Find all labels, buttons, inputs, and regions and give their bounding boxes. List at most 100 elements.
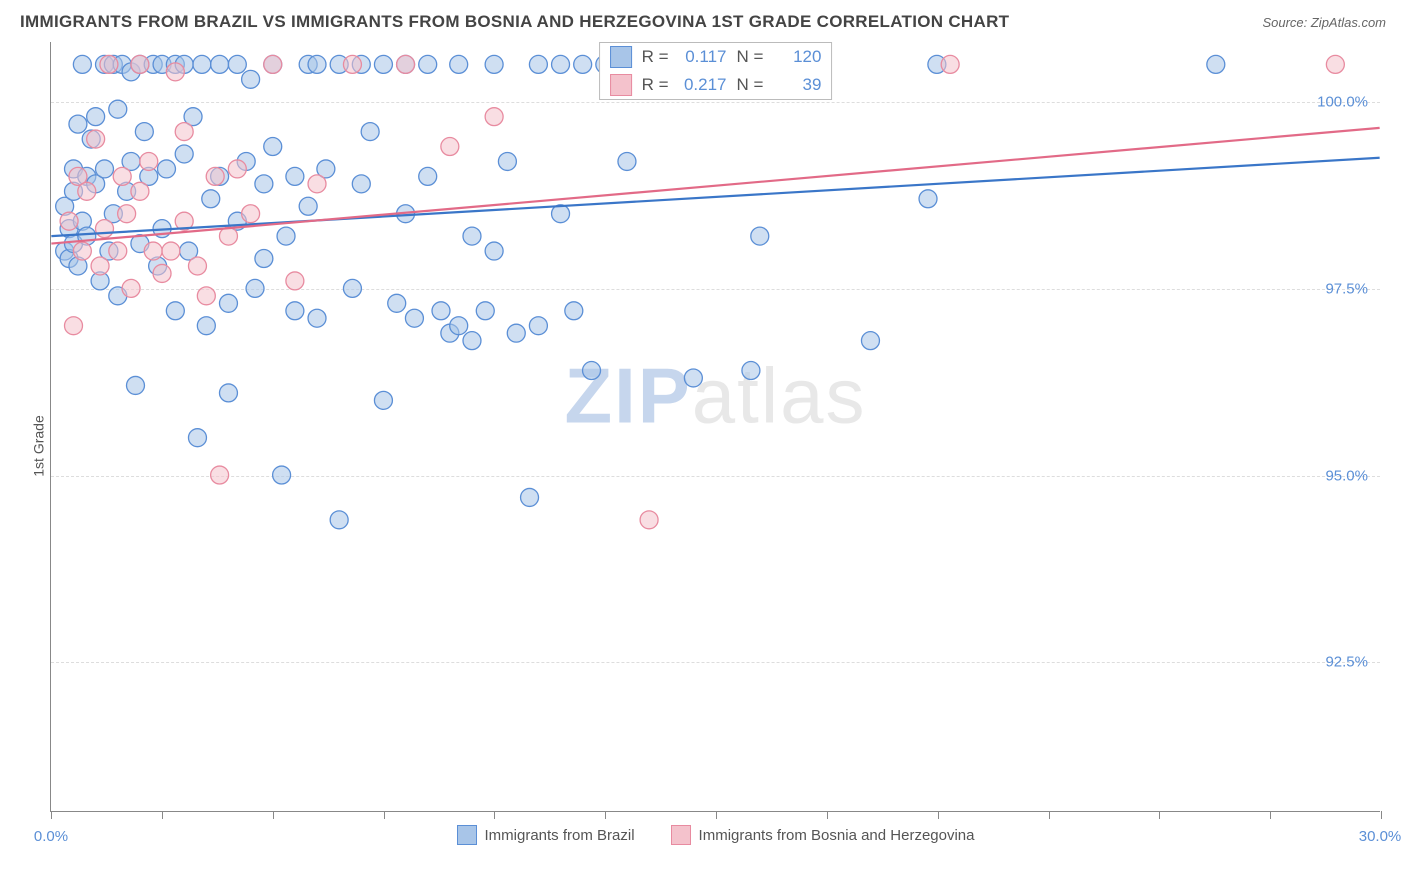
data-point — [255, 175, 273, 193]
data-point — [476, 302, 494, 320]
data-point — [246, 279, 264, 297]
data-point — [242, 70, 260, 88]
stats-r-label-2: R = — [642, 75, 669, 95]
stats-n-value-bosnia: 39 — [773, 75, 821, 95]
data-point — [166, 63, 184, 81]
data-point — [219, 384, 237, 402]
bottom-legend: Immigrants from Brazil Immigrants from B… — [51, 825, 1380, 845]
data-point — [109, 100, 127, 118]
data-point — [684, 369, 702, 387]
x-tick — [494, 811, 495, 819]
chart-title: IMMIGRANTS FROM BRAZIL VS IMMIGRANTS FRO… — [20, 12, 1009, 32]
data-point — [188, 257, 206, 275]
data-point — [751, 227, 769, 245]
data-point — [60, 212, 78, 230]
data-point — [485, 55, 503, 73]
data-point — [65, 317, 83, 335]
data-point — [405, 309, 423, 327]
data-point — [463, 332, 481, 350]
stats-r-value-brazil: 0.117 — [679, 47, 727, 67]
data-point — [96, 160, 114, 178]
data-point — [131, 182, 149, 200]
data-point — [109, 242, 127, 260]
x-tick — [384, 811, 385, 819]
data-point — [299, 197, 317, 215]
data-point — [361, 123, 379, 141]
data-point — [450, 317, 468, 335]
data-point — [919, 190, 937, 208]
x-tick — [1270, 811, 1271, 819]
source-attribution: Source: ZipAtlas.com — [1262, 15, 1386, 30]
legend-swatch-bosnia — [671, 825, 691, 845]
legend-label-brazil: Immigrants from Brazil — [485, 827, 635, 844]
data-point — [742, 362, 760, 380]
trend-line — [51, 128, 1379, 244]
data-point — [565, 302, 583, 320]
plot-area: ZIPatlas 92.5%95.0%97.5%100.0% R = 0.117… — [50, 42, 1380, 812]
data-point — [131, 55, 149, 73]
x-tick — [716, 811, 717, 819]
legend-label-bosnia: Immigrants from Bosnia and Herzegovina — [699, 827, 975, 844]
chart-container: IMMIGRANTS FROM BRAZIL VS IMMIGRANTS FRO… — [0, 0, 1406, 892]
data-point — [574, 55, 592, 73]
data-point — [1326, 55, 1344, 73]
data-point — [197, 287, 215, 305]
data-point — [73, 55, 91, 73]
data-point — [73, 242, 91, 260]
data-point — [157, 160, 175, 178]
stats-r-value-bosnia: 0.217 — [679, 75, 727, 95]
data-point — [219, 227, 237, 245]
data-point — [162, 242, 180, 260]
data-point — [432, 302, 450, 320]
legend-item-bosnia: Immigrants from Bosnia and Herzegovina — [671, 825, 975, 845]
data-point — [419, 55, 437, 73]
data-point — [96, 220, 114, 238]
data-point — [529, 317, 547, 335]
data-point — [100, 55, 118, 73]
x-tick — [1159, 811, 1160, 819]
data-point — [122, 279, 140, 297]
data-point — [374, 55, 392, 73]
data-point — [640, 511, 658, 529]
data-point — [521, 488, 539, 506]
data-point — [264, 55, 282, 73]
data-point — [330, 511, 348, 529]
data-point — [273, 466, 291, 484]
data-point — [507, 324, 525, 342]
data-point — [286, 302, 304, 320]
data-point — [1207, 55, 1225, 73]
stats-swatch-bosnia — [610, 74, 632, 96]
data-point — [113, 167, 131, 185]
data-point — [308, 175, 326, 193]
data-point — [485, 242, 503, 260]
data-point — [87, 130, 105, 148]
data-point — [397, 55, 415, 73]
data-point — [228, 55, 246, 73]
x-tick — [827, 811, 828, 819]
data-point — [78, 182, 96, 200]
x-tick — [1049, 811, 1050, 819]
data-point — [277, 227, 295, 245]
x-tick — [605, 811, 606, 819]
legend-item-brazil: Immigrants from Brazil — [457, 825, 635, 845]
data-point — [206, 167, 224, 185]
chart-svg — [51, 42, 1380, 811]
x-tick — [51, 811, 52, 819]
data-point — [264, 138, 282, 156]
data-point — [286, 272, 304, 290]
data-point — [343, 279, 361, 297]
data-point — [197, 317, 215, 335]
data-point — [861, 332, 879, 350]
stats-box: R = 0.117 N = 120 R = 0.217 N = 39 — [599, 42, 833, 100]
data-point — [175, 123, 193, 141]
data-point — [498, 152, 516, 170]
x-tick — [938, 811, 939, 819]
x-tick — [162, 811, 163, 819]
x-tick — [1381, 811, 1382, 819]
data-point — [211, 55, 229, 73]
data-point — [242, 205, 260, 223]
data-point — [91, 257, 109, 275]
data-point — [166, 302, 184, 320]
y-axis-label: 1st Grade — [31, 415, 47, 476]
stats-n-label-2: N = — [737, 75, 764, 95]
